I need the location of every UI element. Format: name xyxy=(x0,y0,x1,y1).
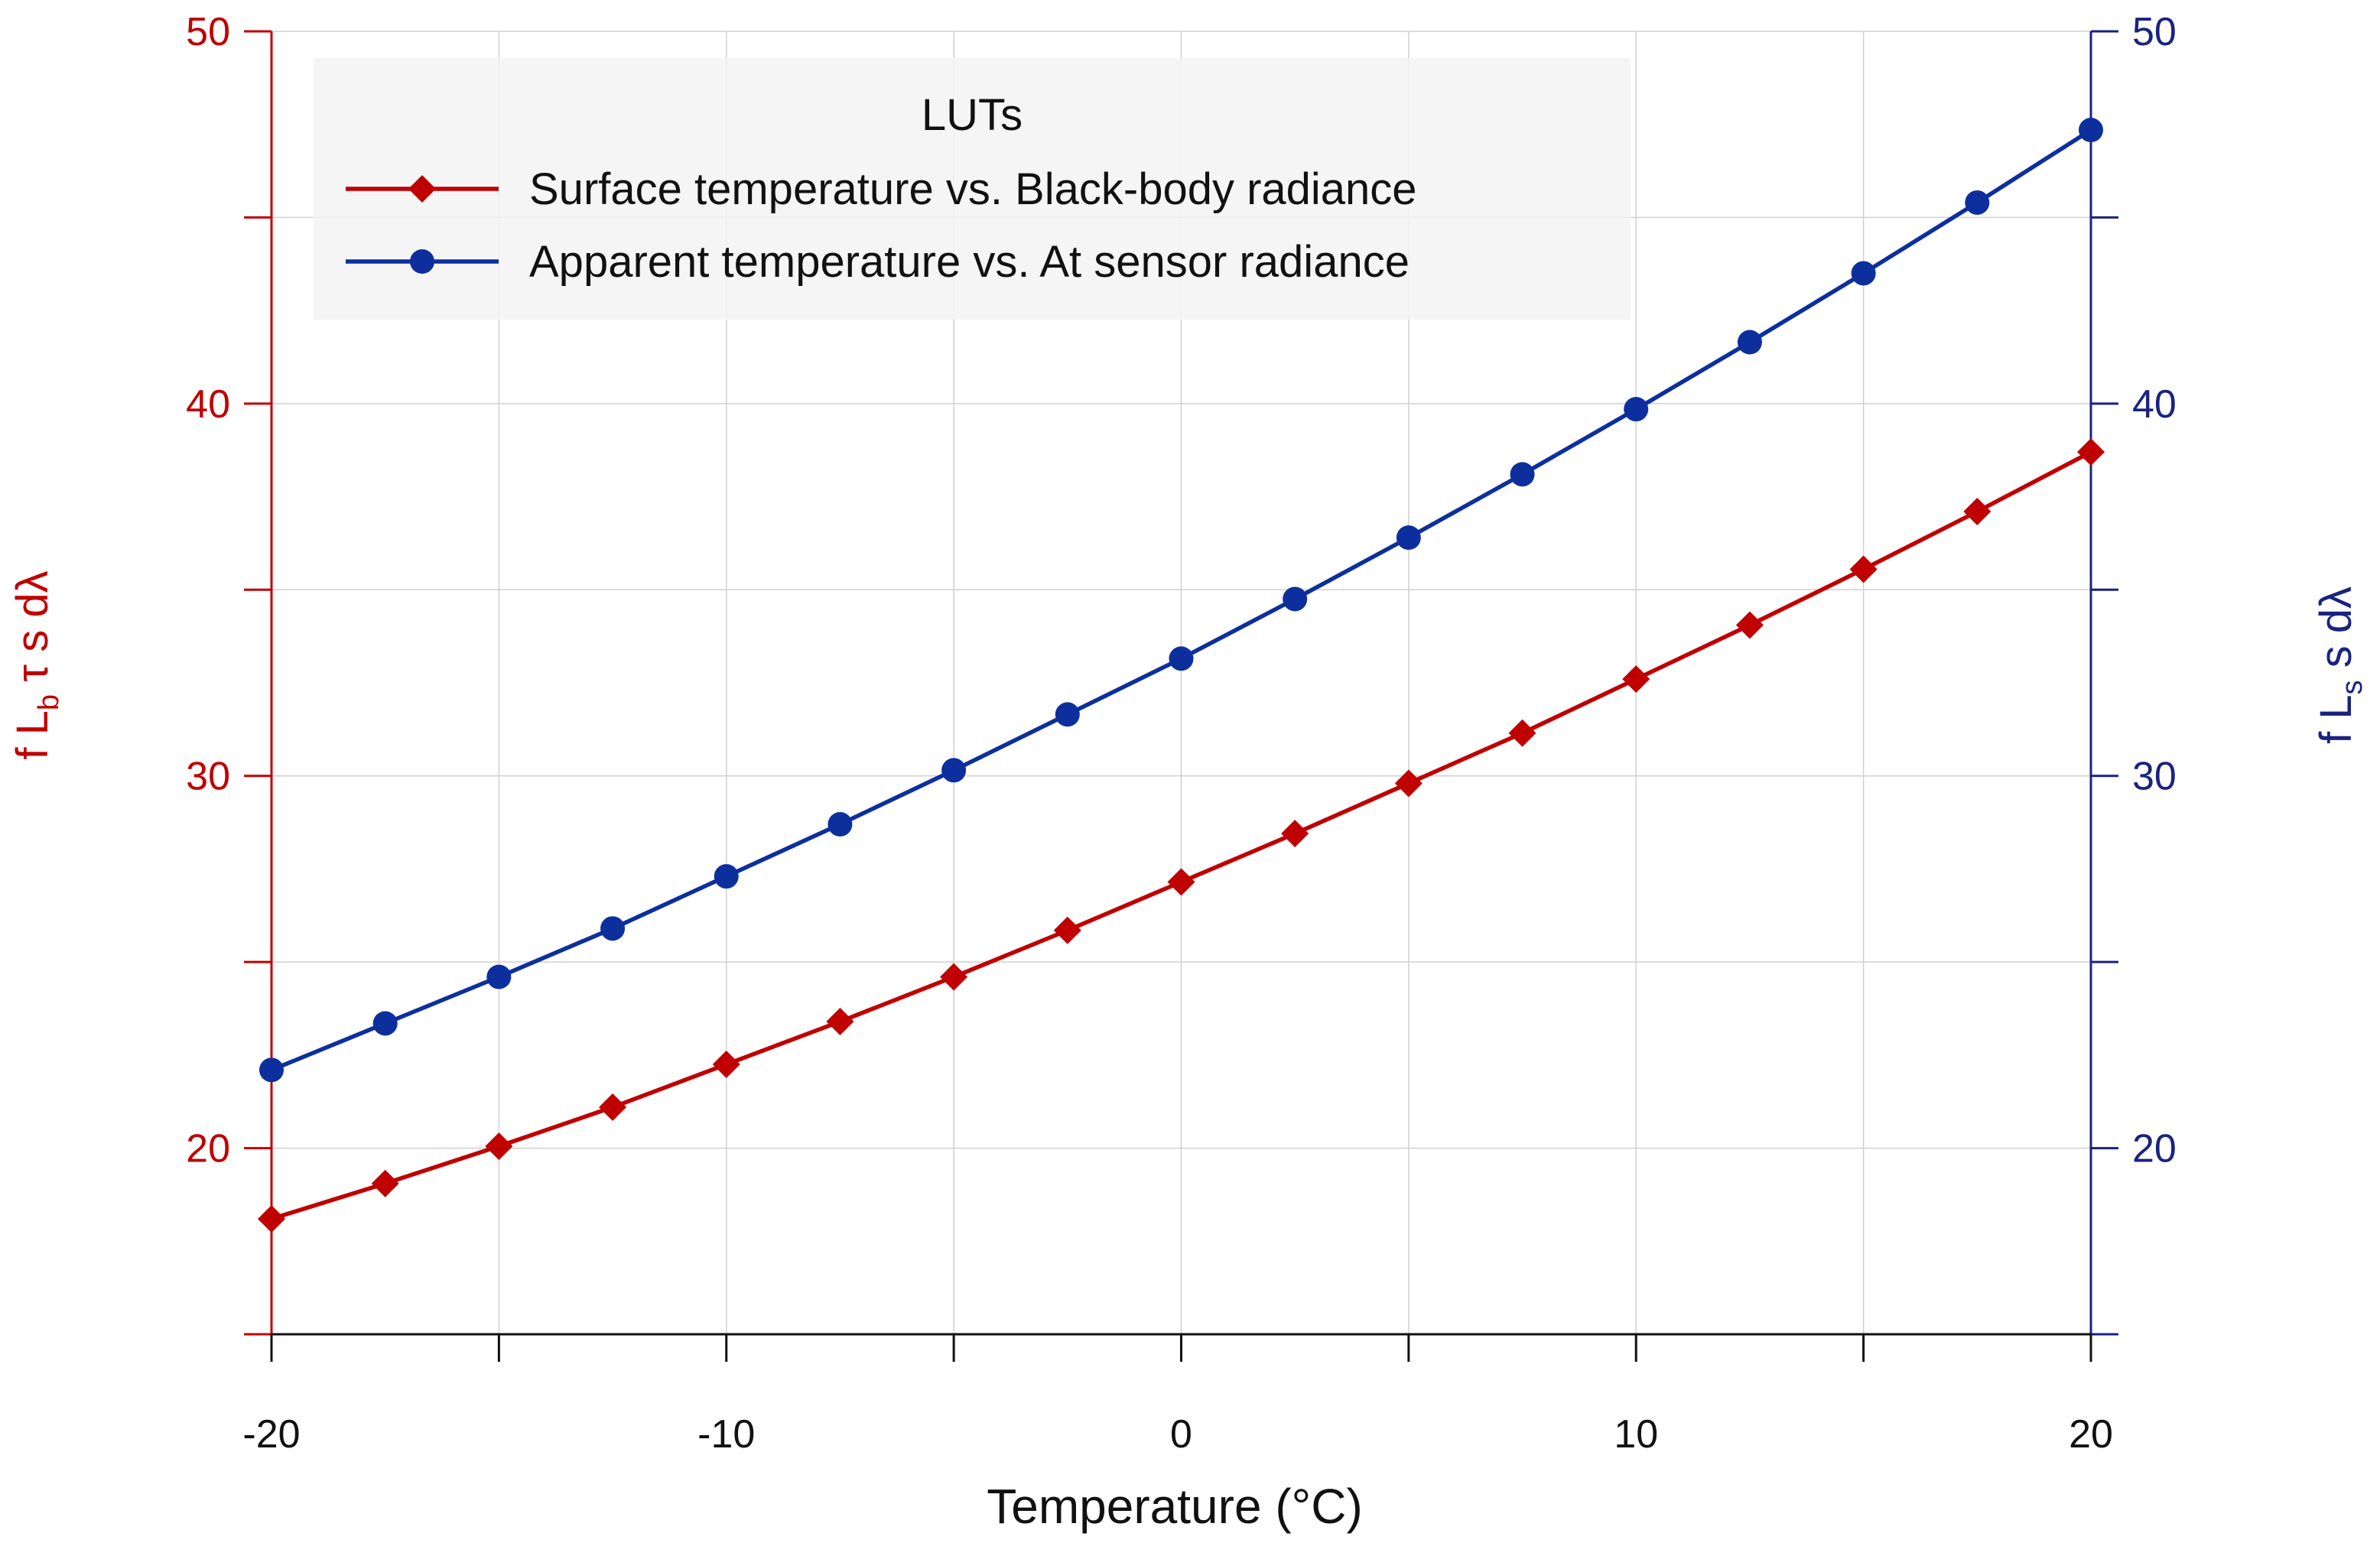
ticks: 20 30 40 50 20 30 40 50 -20 -10 0 10 20 xyxy=(186,10,2177,1457)
data-point-diamond xyxy=(712,1051,740,1079)
legend-title: LUTs xyxy=(922,90,1023,140)
y-right-tick-label: 40 xyxy=(2132,382,2177,427)
data-point-circle xyxy=(600,916,626,941)
x-axis-title: Temperature (°C) xyxy=(987,1479,1363,1534)
y-right-tick-label: 50 xyxy=(2132,10,2177,54)
series-2 xyxy=(259,118,2103,1083)
y-right-label-sub: s xyxy=(2336,681,2369,695)
data-point-circle xyxy=(2079,118,2103,143)
x-tick-label: -20 xyxy=(242,1412,300,1457)
data-point-diamond xyxy=(371,1169,399,1197)
legend-label: Surface temperature vs. Black-body radia… xyxy=(529,164,1417,214)
data-point-circle xyxy=(1055,702,1080,727)
data-point-diamond xyxy=(1508,719,1536,747)
y-left-tick-label: 30 xyxy=(186,755,230,799)
legend-box xyxy=(314,58,1631,320)
data-point-diamond xyxy=(599,1093,627,1122)
y-left-label-main: f L xyxy=(8,710,57,760)
series xyxy=(258,118,2105,1233)
legend-marker xyxy=(410,249,434,274)
y-left-tick-label: 20 xyxy=(186,1127,230,1171)
data-point-diamond xyxy=(940,963,968,991)
data-point-circle xyxy=(1965,190,1990,215)
y-left-tick-label: 40 xyxy=(186,382,230,427)
data-point-diamond xyxy=(2077,438,2105,466)
data-point-circle xyxy=(259,1057,284,1083)
y-left-tick-label: 50 xyxy=(186,10,230,54)
data-point-circle xyxy=(1851,261,1876,286)
legend-marker xyxy=(408,175,436,203)
data-point-diamond xyxy=(485,1132,513,1161)
y-right-label-main: f L xyxy=(2311,695,2361,745)
legend-label: Apparent temperature vs. At sensor radia… xyxy=(529,237,1409,287)
data-point-circle xyxy=(714,864,739,889)
data-point-diamond xyxy=(1963,498,1991,526)
x-tick-label: 10 xyxy=(1614,1412,1658,1457)
y-right-tick-label: 30 xyxy=(2132,755,2177,799)
y-left-label-rest: τ s dλ xyxy=(8,570,57,694)
data-point-circle xyxy=(1624,397,1649,422)
data-point-diamond xyxy=(1167,868,1195,896)
y-right-tick-label: 20 xyxy=(2132,1127,2177,1171)
legend-entries: Surface temperature vs. Black-body radia… xyxy=(346,164,1417,287)
data-point-circle xyxy=(1510,462,1535,487)
data-point-circle xyxy=(486,964,512,989)
data-point-diamond xyxy=(1849,555,1878,583)
data-point-circle xyxy=(941,758,967,783)
x-tick-label: -10 xyxy=(697,1412,755,1457)
data-point-diamond xyxy=(1735,611,1764,639)
data-point-circle xyxy=(372,1011,398,1036)
y-right-label-rest: s dλ xyxy=(2311,586,2361,681)
y-left-label-sub: b xyxy=(33,694,65,710)
data-point-circle xyxy=(1396,525,1421,551)
data-point-circle xyxy=(1283,586,1308,612)
data-point-circle xyxy=(1737,330,1762,355)
data-point-diamond xyxy=(1281,820,1309,848)
legend: LUTs Surface temperature vs. Black-body … xyxy=(314,58,1631,320)
series-1 xyxy=(258,438,2105,1233)
data-point-diamond xyxy=(826,1008,854,1036)
y-left-axis-title: f Lb τ s dλ xyxy=(8,570,65,759)
data-point-diamond xyxy=(1394,769,1422,797)
x-tick-label: 20 xyxy=(2069,1412,2113,1457)
y-right-axis-title: f Ls s dλ xyxy=(2311,586,2369,744)
data-point-diamond xyxy=(1053,916,1081,944)
data-point-circle xyxy=(1169,646,1194,671)
data-point-diamond xyxy=(258,1205,285,1233)
data-point-circle xyxy=(827,812,853,837)
x-tick-label: 0 xyxy=(1170,1412,1192,1457)
data-point-diamond xyxy=(1622,665,1650,694)
